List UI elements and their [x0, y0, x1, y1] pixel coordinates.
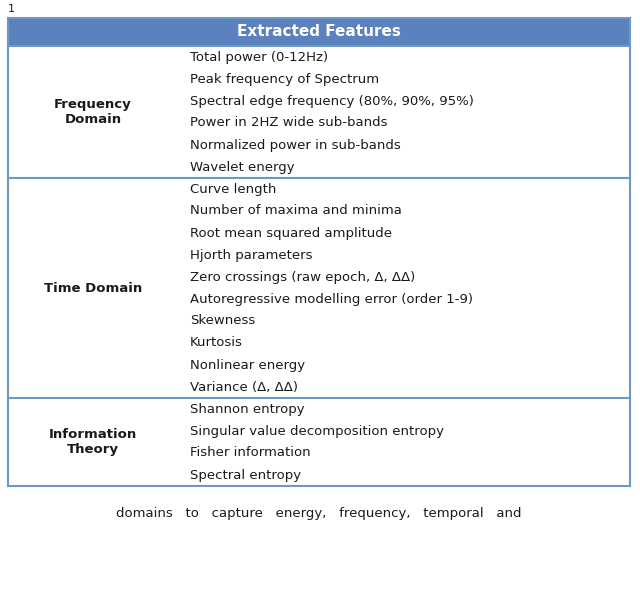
Text: Skewness: Skewness [190, 315, 255, 328]
Text: Extracted Features: Extracted Features [237, 24, 401, 39]
Text: Autoregressive modelling error (order 1-9): Autoregressive modelling error (order 1-… [190, 293, 473, 306]
Text: Curve length: Curve length [190, 183, 276, 195]
Text: Frequency
Domain: Frequency Domain [54, 98, 132, 126]
Text: Spectral edge frequency (80%, 90%, 95%): Spectral edge frequency (80%, 90%, 95%) [190, 94, 474, 107]
Text: Zero crossings (raw epoch, Δ, ΔΔ): Zero crossings (raw epoch, Δ, ΔΔ) [190, 270, 415, 284]
Text: Shannon entropy: Shannon entropy [190, 402, 305, 416]
Text: Wavelet energy: Wavelet energy [190, 161, 294, 174]
Text: Fisher information: Fisher information [190, 447, 310, 460]
Text: Kurtosis: Kurtosis [190, 337, 243, 349]
Text: Normalized power in sub-bands: Normalized power in sub-bands [190, 139, 401, 152]
Text: Number of maxima and minima: Number of maxima and minima [190, 205, 402, 217]
Text: Singular value decomposition entropy: Singular value decomposition entropy [190, 424, 444, 438]
Text: Variance (Δ, ΔΔ): Variance (Δ, ΔΔ) [190, 380, 298, 393]
Text: Root mean squared amplitude: Root mean squared amplitude [190, 226, 392, 239]
Text: 1: 1 [8, 4, 15, 14]
Text: Power in 2HZ wide sub-bands: Power in 2HZ wide sub-bands [190, 116, 387, 130]
Text: Information
Theory: Information Theory [49, 428, 137, 456]
Text: Peak frequency of Spectrum: Peak frequency of Spectrum [190, 72, 379, 85]
Text: Total power (0-12Hz): Total power (0-12Hz) [190, 51, 328, 63]
Text: Spectral entropy: Spectral entropy [190, 469, 301, 482]
Text: Hjorth parameters: Hjorth parameters [190, 248, 312, 261]
Text: domains   to   capture   energy,   frequency,   temporal   and: domains to capture energy, frequency, te… [116, 507, 522, 521]
Text: Time Domain: Time Domain [44, 282, 142, 294]
Text: Nonlinear energy: Nonlinear energy [190, 359, 305, 371]
Bar [8, 18, 630, 46]
